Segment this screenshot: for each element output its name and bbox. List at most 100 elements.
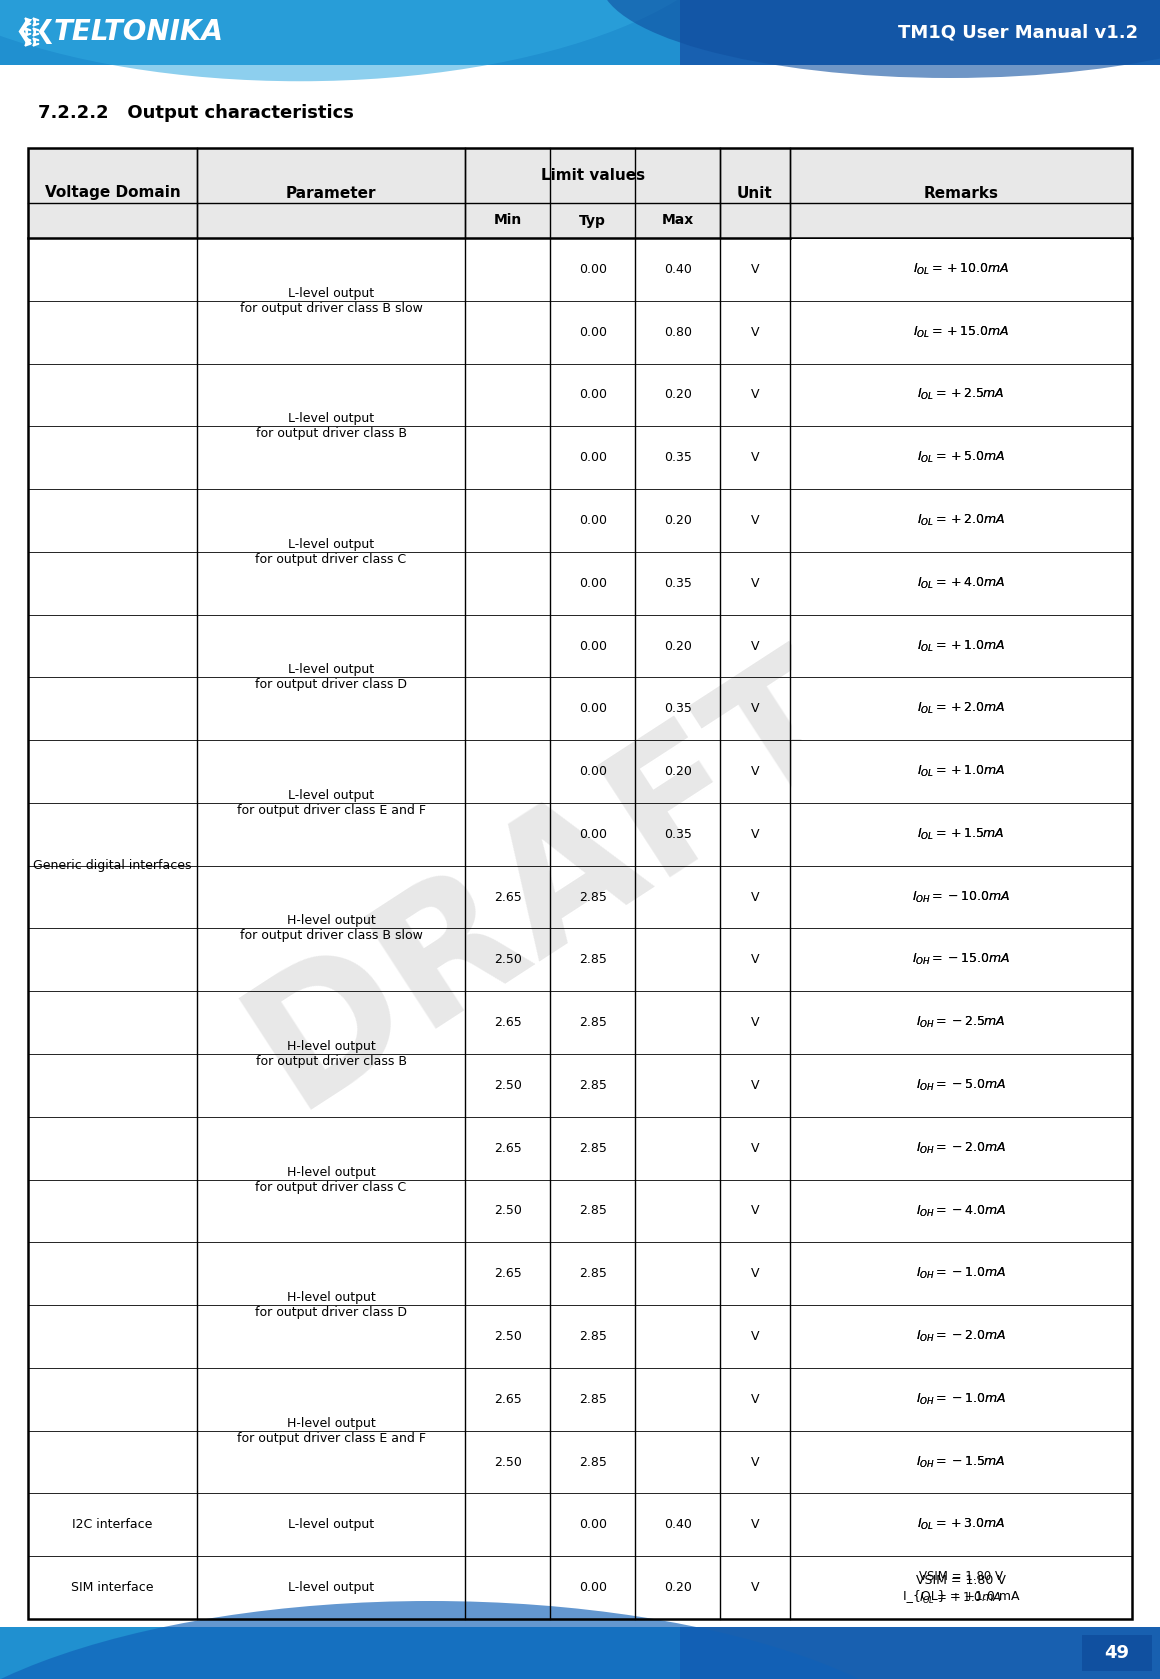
Bar [28,148,1132,1619]
Text: $I_{OH} = -2.0 mA$: $I_{OH} = -2.0 mA$ [916,1330,1006,1345]
Text: 0.00: 0.00 [579,1582,607,1593]
Text: L-level output: L-level output [288,1582,375,1593]
Text: $I_{OL} = +5.0 mA$: $I_{OL} = +5.0 mA$ [916,450,1005,465]
Bar [792,238,1130,301]
Text: $I_{OH} = -5.0 mA$: $I_{OH} = -5.0 mA$ [916,1078,1006,1093]
Text: L-level output
for output driver class E and F: L-level output for output driver class E… [237,789,426,818]
Text: V: V [751,1582,760,1593]
Text: 2.50: 2.50 [494,1080,522,1091]
Bar [792,428,1130,489]
Bar [792,1054,1130,1117]
Bar [792,1244,1130,1305]
Text: V: V [751,702,760,715]
Text: 0.40: 0.40 [664,1518,691,1531]
Text: V: V [751,766,760,777]
Text: 0.00: 0.00 [579,640,607,653]
Text: $I_{OH} = -1.0 mA$: $I_{OH} = -1.0 mA$ [916,1392,1006,1407]
Text: 2.85: 2.85 [579,954,607,967]
Text: 2.85: 2.85 [579,1268,607,1281]
Text: Limit values: Limit values [541,168,645,183]
Text: 2.50: 2.50 [494,1330,522,1343]
Text: $I_{OL} = +3.0 mA$: $I_{OL} = +3.0 mA$ [916,1518,1005,1533]
Ellipse shape [0,1602,980,1679]
Text: H-level output
for output driver class B slow: H-level output for output driver class B… [240,915,422,942]
Text: V: V [751,1080,760,1091]
Text: V: V [751,388,760,401]
Text: $I_{OH} = -2.0 mA$: $I_{OH} = -2.0 mA$ [916,1140,1006,1155]
Text: V: V [751,954,760,967]
Bar [792,804,1130,865]
Text: V: V [751,1394,760,1405]
Text: $I_{OH} = -1.5 mA$: $I_{OH} = -1.5 mA$ [916,1454,1006,1469]
Text: $I_{OL} = +2.5 mA$: $I_{OL} = +2.5 mA$ [918,388,1005,403]
Text: $I_{OL} = +1.0 mA$: $I_{OL} = +1.0 mA$ [916,764,1005,779]
Text: $I_{OL} = +3.0 mA$: $I_{OL} = +3.0 mA$ [916,1518,1005,1533]
Text: $I_{OH} = -2.5 mA$: $I_{OH} = -2.5 mA$ [916,1016,1006,1031]
Text: 0.35: 0.35 [664,828,691,841]
Bar [792,1180,1130,1241]
Text: Parameter: Parameter [285,185,376,200]
Text: 2.50: 2.50 [494,1456,522,1469]
Text: V: V [751,514,760,527]
Text: Unit: Unit [737,185,773,200]
Text: L-level output
for output driver class D: L-level output for output driver class D [255,663,407,692]
Text: 2.85: 2.85 [579,1456,607,1469]
Text: TM1Q User Manual v1.2: TM1Q User Manual v1.2 [898,24,1138,40]
Bar [465,148,719,238]
Text: V: V [751,1142,760,1155]
Text: $I_{OH} = -2.5 mA$: $I_{OH} = -2.5 mA$ [916,1016,1006,1031]
Text: 2.85: 2.85 [579,1330,607,1343]
Text: 0.35: 0.35 [664,702,691,715]
Text: L-level output
for output driver class B: L-level output for output driver class B [255,413,406,440]
Text: $I_{OL} = +1.0 mA$: $I_{OL} = +1.0 mA$ [920,1592,1002,1607]
Text: 2.65: 2.65 [494,1142,522,1155]
Text: $I_{OH} = -4.0 mA$: $I_{OH} = -4.0 mA$ [916,1204,1006,1219]
Text: 2.85: 2.85 [579,890,607,903]
Text: 2.50: 2.50 [494,954,522,967]
Text: $I_{OL} = +15.0 mA$: $I_{OL} = +15.0 mA$ [913,324,1009,339]
Bar [792,616,1130,677]
Text: V: V [751,1268,760,1281]
Text: H-level output
for output driver class D: H-level output for output driver class D [255,1291,407,1320]
Bar [28,148,1132,238]
Text: $I_{OH} = -15.0 mA$: $I_{OH} = -15.0 mA$ [912,952,1010,967]
Bar [792,1368,1130,1431]
Ellipse shape [600,0,1160,77]
Text: 0.00: 0.00 [579,828,607,841]
Text: $I_{OL} = +10.0 mA$: $I_{OL} = +10.0 mA$ [913,262,1009,277]
Bar [0,0,1160,65]
Bar [792,1306,1130,1367]
Text: $I_{OL} = +5.0 mA$: $I_{OL} = +5.0 mA$ [916,450,1005,465]
Text: $I_{OL} = +1.0 mA$: $I_{OL} = +1.0 mA$ [916,764,1005,779]
Text: Remarks: Remarks [923,185,999,200]
Text: 0.20: 0.20 [664,766,691,777]
Text: $I_{OL} = +2.0 mA$: $I_{OL} = +2.0 mA$ [916,702,1005,717]
Text: $I_{OL} = +4.0 mA$: $I_{OL} = +4.0 mA$ [916,576,1005,591]
Text: $I_{OH} = -1.0 mA$: $I_{OH} = -1.0 mA$ [916,1266,1006,1281]
Text: 0.00: 0.00 [579,264,607,275]
Bar [680,1627,1160,1679]
Text: Min: Min [493,213,522,227]
Text: $I_{OL} = +1.5 mA$: $I_{OL} = +1.5 mA$ [918,826,1005,841]
Text: 0.00: 0.00 [579,514,607,527]
Text: 2.85: 2.85 [579,1394,607,1405]
Text: V: V [751,264,760,275]
Text: 2.65: 2.65 [494,1268,522,1281]
Bar [792,866,1130,927]
Bar [792,740,1130,803]
Bar [792,490,1130,551]
Text: $I_{OH} = -1.5 mA$: $I_{OH} = -1.5 mA$ [916,1454,1006,1469]
Text: 0.00: 0.00 [579,766,607,777]
Text: $I_{OH} = -2.0 mA$: $I_{OH} = -2.0 mA$ [916,1330,1006,1345]
Text: $I_{OL} = +4.0 mA$: $I_{OL} = +4.0 mA$ [916,576,1005,591]
Text: 2.65: 2.65 [494,1394,522,1405]
Text: Voltage Domain: Voltage Domain [44,185,180,200]
Text: $I_{OH} = -1.0 mA$: $I_{OH} = -1.0 mA$ [916,1392,1006,1407]
Text: V: V [751,1204,760,1217]
Text: 2.85: 2.85 [579,1080,607,1091]
Bar [792,678,1130,739]
Text: 0.20: 0.20 [664,640,691,653]
Text: V: V [751,1016,760,1029]
Text: Max: Max [661,213,694,227]
Text: 0.20: 0.20 [664,1582,691,1593]
